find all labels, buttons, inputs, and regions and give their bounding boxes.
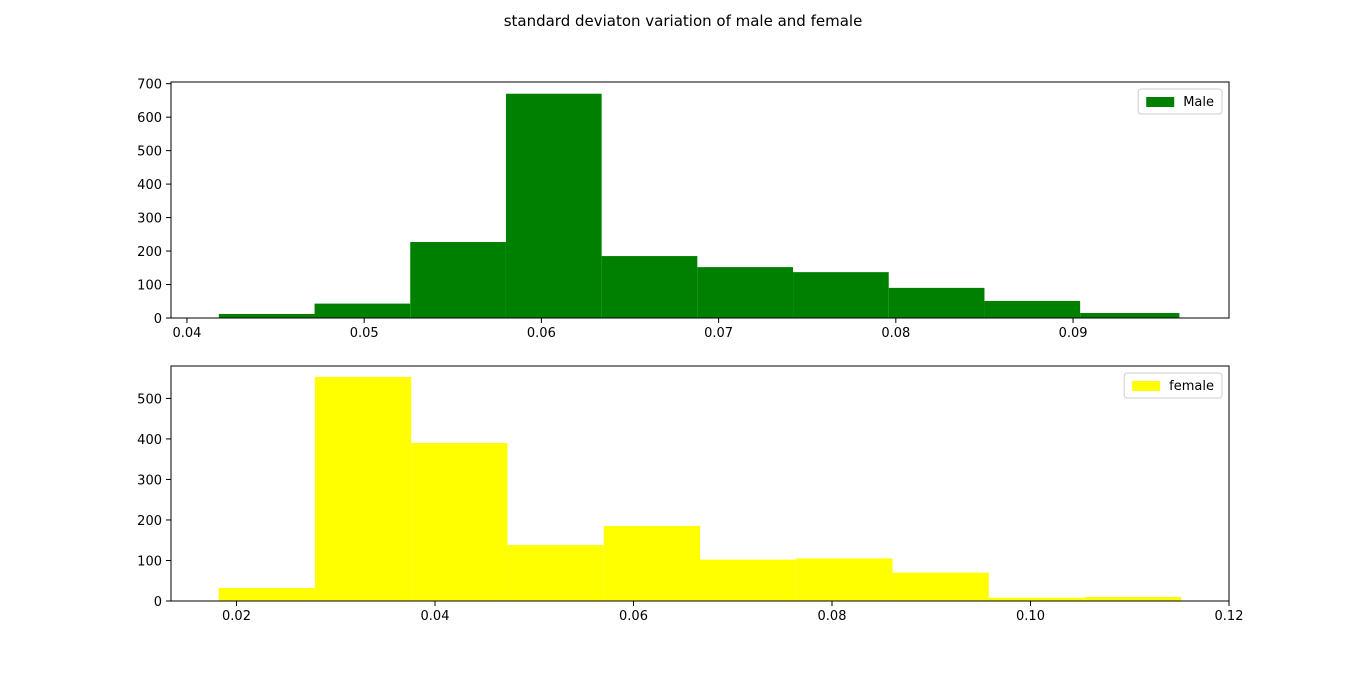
figure-title: standard deviaton variation of male and … [504,12,863,30]
male-histogram-bar [218,313,315,318]
female-legend-swatch [1132,381,1161,391]
male-legend-label: Male [1183,95,1214,110]
male-histogram-chart: 0.04 0.05 0.06 0.07 0.08 0.09 0 100 200 300 400 500… [137,78,1230,341]
male-x-tick-label: 0.08 [881,326,910,341]
male-y-tick-label: 0 [154,312,162,327]
male-y-tick-label: 600 [137,111,162,126]
female-histogram-bar [603,526,700,601]
male-legend: Male [1137,88,1223,115]
male-x-tick-label: 0.04 [172,326,201,341]
female-legend-box [1123,372,1223,399]
female-histogram-bar [988,597,1086,601]
male-histogram-bar [697,267,794,318]
male-legend-swatch [1146,97,1175,107]
female-histogram-bar [892,572,989,601]
male-legend-box [1137,88,1223,115]
female-x-tick-label: 0.12 [1215,609,1244,624]
female-y-tick-label: 200 [137,514,162,529]
female-y-tick-label: 500 [137,392,162,407]
male-y-tick-label: 100 [137,279,162,294]
female-histogram-bar [218,588,315,601]
male-histogram-bar [984,300,1081,318]
female-histogram-bar [1085,596,1182,601]
male-y-tick-label: 500 [137,145,162,160]
male-y-tick-label: 300 [137,212,162,227]
female-y-tick-label: 0 [154,595,162,610]
male-y-tick-label: 400 [137,178,162,193]
female-axes-frame [170,365,1230,602]
male-histogram-bar [505,93,602,318]
female-x-tick-label: 0.08 [818,609,847,624]
female-legend: female [1123,372,1223,399]
female-x-tick-label: 0.02 [222,609,251,624]
female-histogram-bar [507,545,604,601]
female-histogram-bar [796,558,893,601]
male-x-tick-label: 0.05 [350,326,379,341]
female-legend-label: female [1169,379,1214,394]
female-histogram-bar [314,376,412,601]
male-histogram-bar [314,303,411,318]
female-y-tick-label: 300 [137,473,162,488]
male-y-tick-label: 200 [137,245,162,260]
female-histogram-bar [411,442,508,601]
female-histogram-bar [700,559,797,601]
female-y-tick-label: 100 [137,554,162,569]
female-x-tick-label: 0.04 [421,609,450,624]
female-y-tick-label: 400 [137,433,162,448]
male-histogram-bar [1080,312,1180,318]
female-histogram-chart: 0.02 0.04 0.06 0.08 0.10 0.12 0 100 200 300 400 500… [137,365,1244,624]
male-axes-frame [170,81,1230,319]
male-histogram-bar [601,256,698,318]
male-histogram-bar [410,242,506,318]
female-x-tick-label: 0.06 [619,609,648,624]
male-x-tick-label: 0.07 [704,326,733,341]
male-histogram-bar [793,272,889,318]
male-histogram-bar [888,287,985,318]
male-x-tick-label: 0.06 [527,326,556,341]
male-x-tick-label: 0.09 [1059,326,1088,341]
female-x-tick-label: 0.10 [1016,609,1045,624]
male-y-tick-label: 700 [137,78,162,93]
